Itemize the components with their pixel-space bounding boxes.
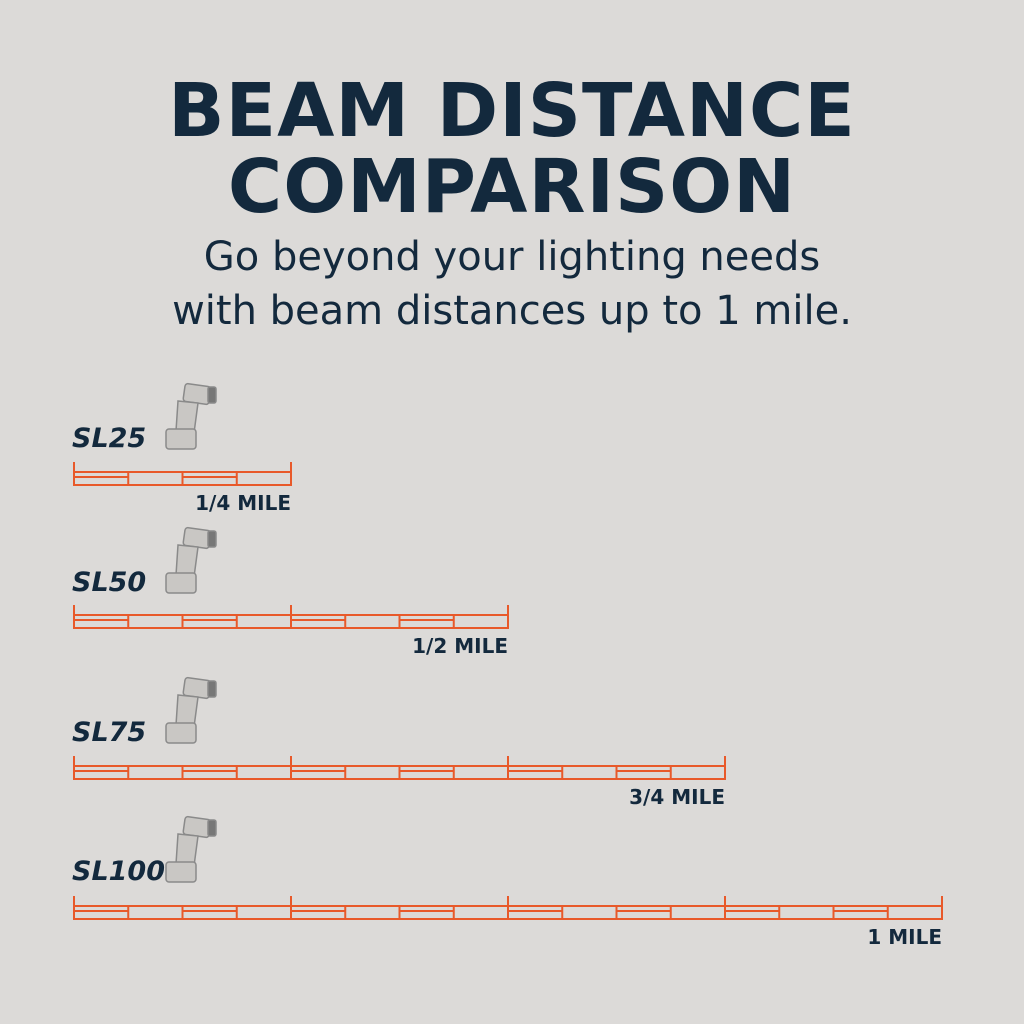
icon-body: [175, 544, 199, 578]
flashlight-icon: [165, 382, 217, 450]
icon-lens: [207, 530, 217, 548]
icon-body: [175, 400, 199, 434]
category-label: SL75: [72, 717, 146, 748]
icon-base: [165, 428, 197, 450]
icon-base: [165, 861, 197, 883]
chart-subtitle: with beam distances up to 1 mile.: [172, 288, 852, 334]
category-label: SL100: [72, 856, 165, 887]
category-label: SL50: [72, 567, 146, 598]
bar-group: [73, 756, 726, 780]
flashlight-icon: [165, 526, 217, 594]
value-label: 1/4 MILE: [195, 491, 291, 515]
icon-base: [165, 572, 197, 594]
icon-body: [175, 694, 199, 728]
bar-group: [73, 896, 943, 920]
bar-group: [73, 605, 509, 629]
value-label: 1 MILE: [867, 925, 942, 949]
icon-base: [165, 722, 197, 744]
value-label: 3/4 MILE: [629, 785, 725, 809]
icon-body: [175, 833, 199, 867]
chart-title: BEAM DISTANCE: [168, 68, 856, 154]
icon-lens: [207, 680, 217, 698]
flashlight-icon: [165, 815, 217, 883]
flashlight-icon: [165, 676, 217, 744]
value-label: 1/2 MILE: [412, 634, 508, 658]
chart-title: COMPARISON: [228, 144, 796, 230]
category-label: SL25: [72, 423, 146, 454]
bar-group: [73, 462, 292, 486]
chart-subtitle: Go beyond your lighting needs: [204, 234, 820, 280]
icon-lens: [207, 819, 217, 837]
icon-lens: [207, 386, 217, 404]
